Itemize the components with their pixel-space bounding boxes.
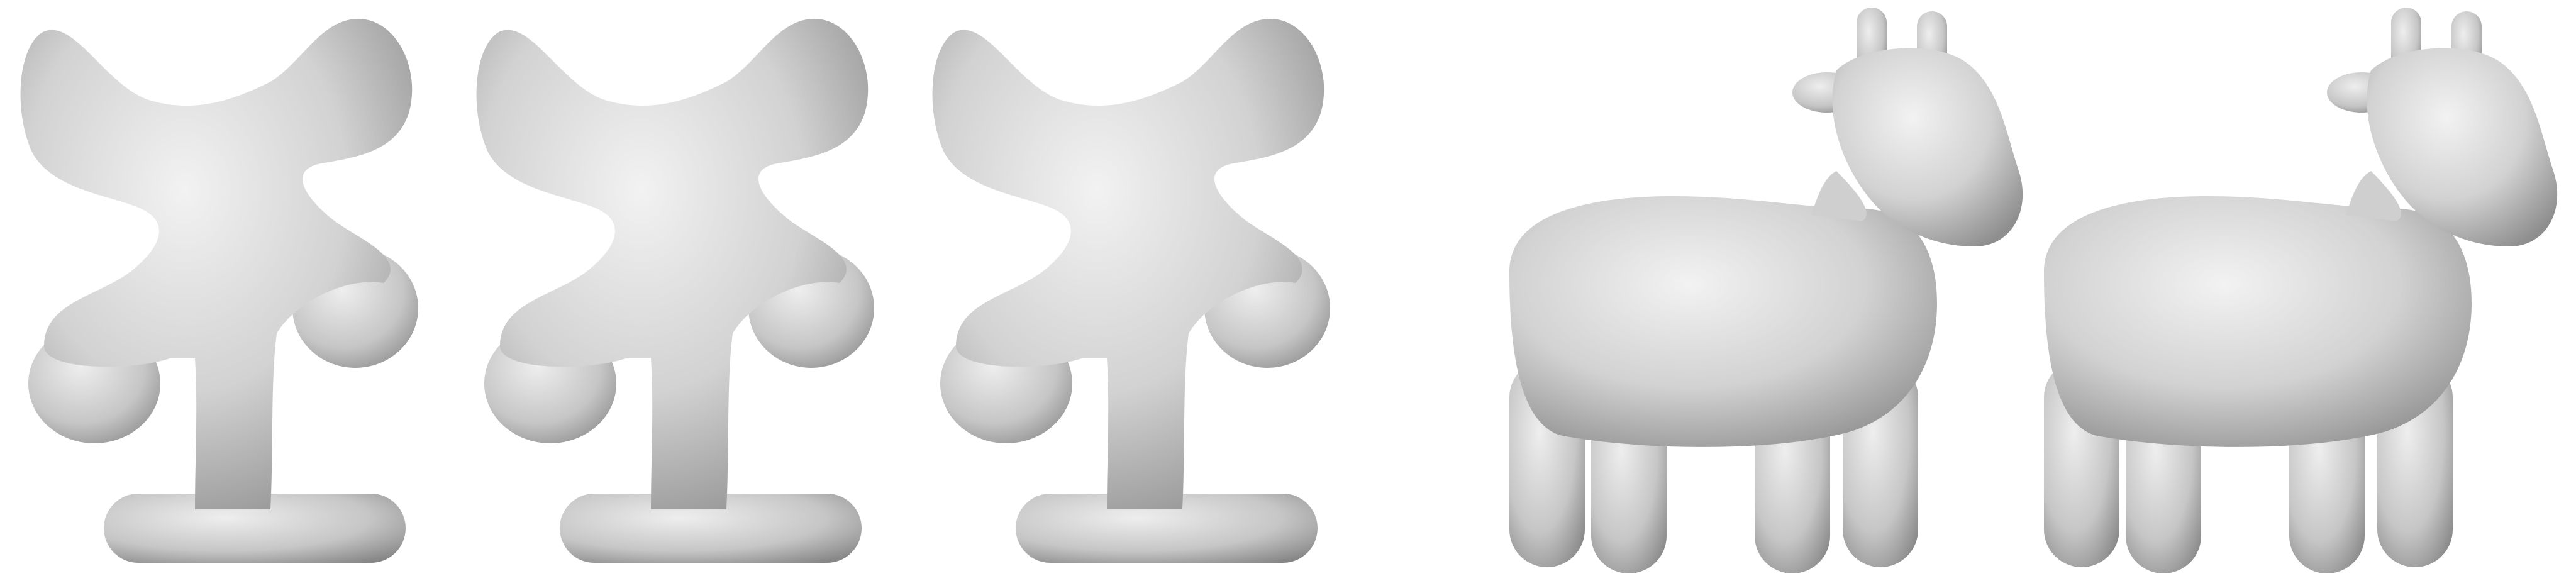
panel-blob-frame-3: [932, 19, 1330, 563]
panel-cow-frame-1: [1509, 8, 2023, 573]
panel-cow-frame-2: [2044, 8, 2558, 573]
panel-blob-frame-2: [476, 19, 874, 563]
panel-blob-frame-1: [20, 19, 419, 563]
